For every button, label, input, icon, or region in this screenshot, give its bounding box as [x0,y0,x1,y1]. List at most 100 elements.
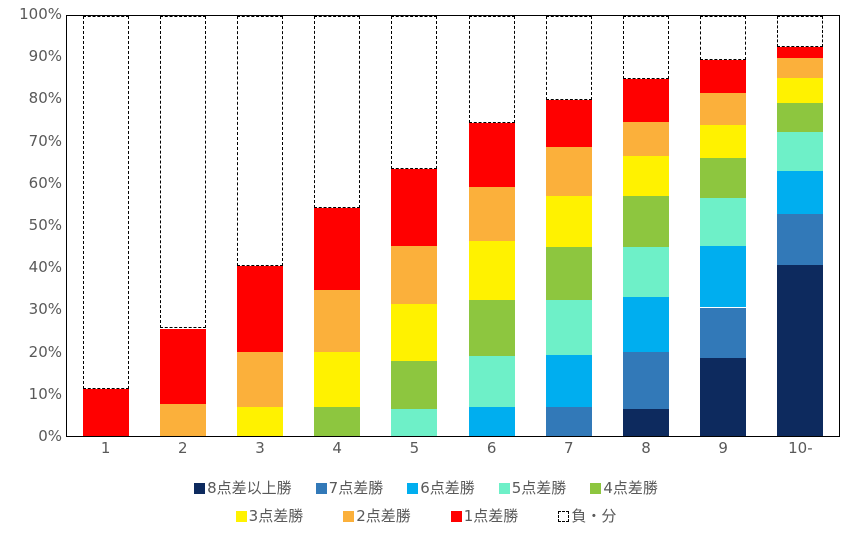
bar-segment[interactable] [777,131,824,172]
bar-segment[interactable] [700,60,747,93]
bar-segment[interactable] [622,156,669,197]
bar-segment[interactable] [777,171,824,215]
x-axis-tick-label: 10- [788,439,813,457]
bar-segment[interactable] [622,16,669,80]
bar-segment[interactable] [700,124,747,159]
legend-swatch-icon [498,482,510,494]
bar-segment[interactable] [468,187,515,242]
bar-segment[interactable] [777,102,824,132]
bar-segment[interactable] [236,16,283,266]
bar-segment[interactable] [700,92,747,125]
bar-segment[interactable] [236,351,283,408]
legend-item[interactable]: 2点差勝 [343,506,411,525]
bar-segment[interactable] [236,265,283,352]
bar-segment[interactable] [468,407,515,436]
bar-segment[interactable] [314,289,361,352]
y-axis-tick-label: 100% [19,5,62,23]
legend-swatch-icon [315,482,327,494]
bar-segment[interactable] [622,196,669,247]
bar-segment[interactable] [622,121,669,157]
bar-segment[interactable] [314,351,361,408]
x-axis-tick-label: 9 [718,439,728,457]
legend-item-label: 6点差勝 [420,478,475,497]
y-axis-tick-label: 20% [28,342,62,361]
legend-item[interactable]: 1点差勝 [450,508,518,524]
bar-slot-7 [530,16,607,436]
bar-segment[interactable] [545,196,592,247]
legend-swatch-icon [407,482,419,494]
bar-slot-4 [299,16,376,436]
bar-segment[interactable] [391,16,438,170]
bar-segment[interactable] [545,16,592,101]
bar-segment[interactable] [82,16,129,389]
x-axis-tick-label: 4 [332,439,342,457]
bar-segment[interactable] [545,147,592,197]
legend-item[interactable]: 3点差勝 [235,506,304,525]
x-axis-tick-label: 8 [641,439,651,457]
bar-segment[interactable] [777,58,824,78]
bar-slot-1 [67,16,144,436]
bar-segment[interactable] [777,46,824,58]
bar-segment[interactable] [622,352,669,410]
bar-segment[interactable] [622,247,669,297]
bar-segment[interactable] [391,303,438,362]
bar-segment[interactable] [777,77,824,103]
bar-segment[interactable] [700,245,747,308]
legend-item[interactable]: 6点差勝 [407,478,475,497]
bar-segment[interactable] [777,214,824,265]
bar-segment[interactable] [468,241,515,300]
legend-item[interactable]: 5点差勝 [498,480,566,496]
bar-segment[interactable] [700,307,747,359]
legend-item-label: 負・分 [571,506,617,525]
bar-segment[interactable] [391,245,438,304]
bar-segment[interactable] [700,358,747,436]
bar-segment[interactable] [159,403,206,436]
bar-segment[interactable] [236,407,283,436]
legend-item[interactable]: 負・分 [558,506,617,525]
legend-item-label: 2点差勝 [356,506,411,525]
legend-item[interactable]: 7点差勝 [315,478,384,497]
bar-segment[interactable] [314,407,361,436]
bar-segment[interactable] [391,361,438,410]
bar-segment[interactable] [468,356,515,408]
chart-legend: 8点差以上勝 7点差勝 6点差勝 5点差勝 4点差勝 3点差勝 2点差勝 1点差勝 負・分 [0,474,852,536]
legend-item-label: 3点差勝 [248,506,304,525]
bar-segment[interactable] [700,198,747,246]
bar-segment[interactable] [777,16,824,47]
y-axis: 100% 90% 80% 70% 60% 50% 40% 30% 20% 10% 0% [0,0,62,452]
y-axis-tick-label: 80% [28,89,62,108]
legend-item-label: 8点差以上勝 [207,478,292,497]
bar-segment[interactable] [391,169,438,246]
bars-layer [67,16,839,436]
bar-slot-5 [376,16,453,436]
bar-segment[interactable] [700,16,747,61]
legend-item[interactable]: 8点差以上勝 [194,478,292,497]
bar-segment[interactable] [622,296,669,353]
y-axis-tick-label: 50% [28,216,62,234]
x-axis-tick-label: 6 [486,439,497,457]
bar-segment[interactable] [545,299,592,355]
bar-segment[interactable] [545,100,592,148]
bar-segment[interactable] [545,354,592,408]
bar-segment[interactable] [314,16,361,208]
bar-segment[interactable] [468,299,515,357]
bar-segment[interactable] [159,328,206,404]
bar-segment[interactable] [391,409,438,436]
bar-segment[interactable] [468,16,515,123]
bar-slot-2 [144,16,221,436]
bar-segment[interactable] [545,247,592,300]
bar-segment[interactable] [700,158,747,199]
bar-segment[interactable] [777,264,824,436]
bar-segment[interactable] [159,16,206,329]
bar-segment[interactable] [545,407,592,436]
legend-item-label: 7点差勝 [328,478,384,497]
bar-segment[interactable] [314,207,361,290]
x-axis-tick-label: 3 [255,439,265,457]
bar-segment[interactable] [468,122,515,188]
bar-segment[interactable] [622,79,669,122]
legend-item[interactable]: 4点差勝 [590,480,658,496]
bar-segment[interactable] [622,409,669,436]
legend-swatch-icon [558,510,570,522]
bar-segment[interactable] [82,388,129,436]
